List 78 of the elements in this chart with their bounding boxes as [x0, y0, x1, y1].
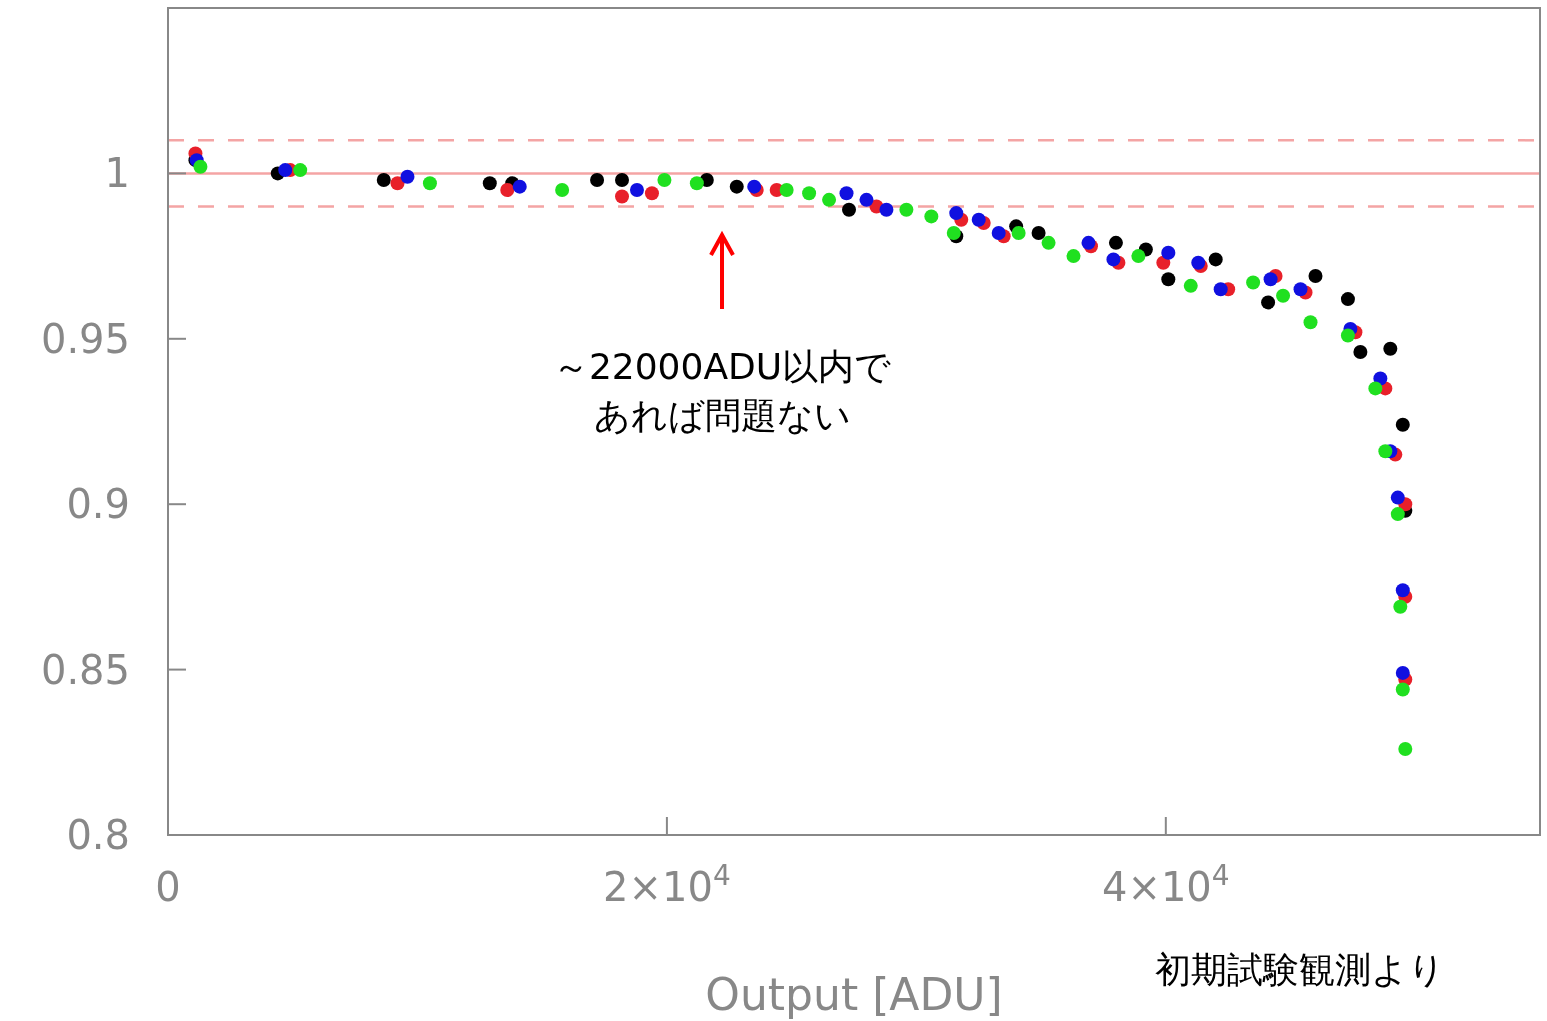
text: 初期試験観測より: [1155, 949, 1445, 990]
point: [644, 186, 659, 201]
point: [482, 176, 497, 191]
point: [1011, 225, 1026, 240]
point: [946, 225, 961, 240]
point: [1398, 741, 1413, 756]
x-tick-label: 2×10$^{4}$: [603, 858, 731, 910]
point: [512, 179, 527, 194]
point: [615, 189, 630, 204]
point: [1161, 272, 1176, 287]
point: [1378, 444, 1393, 459]
point: [390, 176, 405, 191]
y-tick-label: 0.95: [40, 315, 130, 362]
point: [1395, 665, 1410, 680]
y-tick-label: 0.85: [40, 646, 130, 693]
annotation: ～22000ADU以内であれば問題ない: [552, 346, 892, 436]
point: [1390, 490, 1405, 505]
point: [500, 182, 515, 197]
point: [590, 173, 605, 188]
point: [1303, 315, 1318, 330]
point: [1031, 225, 1046, 240]
point: [1390, 507, 1405, 522]
x-tick-label: 4×10$^{4}$: [1101, 858, 1230, 910]
point: [991, 225, 1006, 240]
point: [729, 179, 744, 194]
point: [1340, 328, 1355, 343]
point: [779, 182, 794, 197]
point: [1108, 235, 1123, 250]
point: [1293, 282, 1308, 297]
y-tick-label: 0.9: [66, 481, 130, 528]
point: [1191, 255, 1206, 270]
point: [802, 186, 817, 201]
x-axis-title: Output [ADU]: [705, 969, 1003, 1020]
point: [657, 173, 672, 188]
point: [1246, 275, 1261, 290]
point: [1066, 249, 1081, 264]
point: [1383, 341, 1398, 356]
point: [1261, 295, 1276, 310]
point: [971, 212, 986, 227]
point: [1161, 245, 1176, 260]
y-tick-label: 0.8: [66, 812, 130, 858]
point: [422, 176, 437, 191]
point: [842, 202, 857, 217]
point: [839, 186, 854, 201]
point: [1276, 288, 1291, 303]
point: [629, 182, 644, 197]
point: [822, 192, 837, 207]
point: [1106, 252, 1121, 267]
point: [689, 176, 704, 191]
point: [1081, 235, 1096, 250]
point: [1263, 272, 1278, 287]
point: [879, 202, 894, 217]
point: [555, 182, 570, 197]
point: [615, 173, 630, 188]
y-tick-label: 1: [104, 150, 130, 197]
point: [376, 173, 391, 188]
point: [1213, 282, 1228, 297]
x-tick-label: 0: [155, 864, 181, 910]
point: [949, 206, 964, 221]
point: [1208, 252, 1223, 267]
point: [1395, 682, 1410, 697]
point: [1395, 583, 1410, 598]
point: [193, 159, 208, 174]
point: [1308, 268, 1323, 283]
point: [1340, 292, 1355, 307]
point: [924, 209, 939, 224]
point: [1183, 278, 1198, 293]
point: [1353, 345, 1368, 360]
point: [278, 163, 293, 178]
point: [899, 202, 914, 217]
point: [1131, 249, 1146, 264]
point: [400, 169, 415, 184]
point: [1393, 599, 1408, 614]
point: [1395, 417, 1410, 432]
point: [293, 163, 308, 178]
point: [1368, 381, 1383, 396]
point: [1041, 235, 1056, 250]
point: [859, 192, 874, 207]
